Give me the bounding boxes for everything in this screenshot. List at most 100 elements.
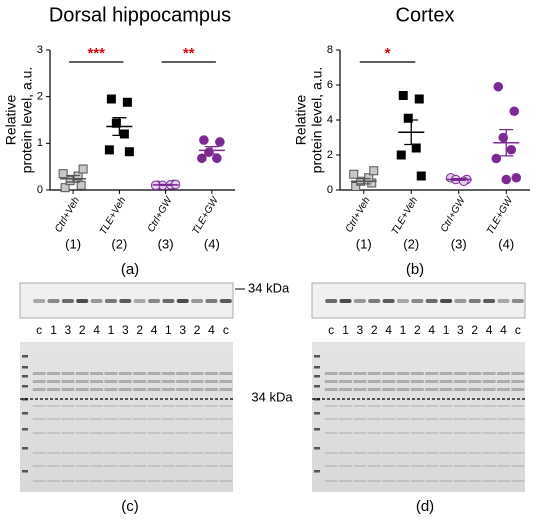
gel-band xyxy=(219,432,233,434)
y-tick-label: 0 xyxy=(327,184,333,196)
lane-label: 4 xyxy=(208,323,215,337)
gel-band xyxy=(219,405,233,407)
y-tick-label: 4 xyxy=(327,114,333,126)
lane-label: c xyxy=(223,323,229,337)
y-tick-label: 3 xyxy=(37,44,43,56)
gel-band xyxy=(382,432,396,434)
gel-band xyxy=(439,380,453,383)
group-number: (3) xyxy=(158,236,174,251)
gel-band xyxy=(104,465,118,467)
gel-band xyxy=(324,380,338,383)
gel-band xyxy=(176,372,190,375)
gel-band xyxy=(353,405,367,407)
gel-band xyxy=(439,372,453,375)
gel-band xyxy=(32,418,46,420)
gel-band xyxy=(190,380,204,383)
gel-band xyxy=(410,432,424,434)
gel-band xyxy=(205,480,218,482)
gel-band xyxy=(205,432,218,434)
gel-band xyxy=(205,388,218,391)
gel-band xyxy=(511,380,525,383)
gel-band xyxy=(32,480,46,482)
gel-band xyxy=(133,432,147,434)
gel-band xyxy=(147,405,161,407)
gel-band xyxy=(339,372,352,375)
gel-band xyxy=(47,372,60,375)
gel-band xyxy=(47,380,60,383)
gel-band xyxy=(396,372,410,375)
blot-band xyxy=(219,299,232,303)
blot-band xyxy=(61,299,74,303)
gel-band xyxy=(482,480,496,482)
gel-band xyxy=(453,380,467,383)
gel-band xyxy=(147,372,161,375)
x-tick-label: Ctrl+Veh xyxy=(344,195,373,234)
group-number: (2) xyxy=(111,236,127,251)
gel-band xyxy=(410,380,424,383)
ladder-band xyxy=(314,428,320,431)
data-point xyxy=(58,169,68,179)
gel-band xyxy=(90,372,104,375)
blot-band xyxy=(339,299,352,303)
ladder-band xyxy=(314,385,320,388)
gel-band xyxy=(367,372,381,375)
gel-band xyxy=(90,388,104,391)
gel-band xyxy=(75,380,89,383)
ladder-band xyxy=(314,366,320,369)
gel-band xyxy=(205,405,218,407)
gel-band xyxy=(75,452,89,454)
gel-band xyxy=(176,380,190,383)
panel-label: (d) xyxy=(416,498,434,515)
lane-label: 4 xyxy=(151,323,158,337)
group-number: (1) xyxy=(65,236,81,251)
gel-band xyxy=(118,418,132,420)
gel-band xyxy=(147,380,161,383)
data-point xyxy=(122,97,132,107)
gel-band xyxy=(176,452,190,454)
gel-band xyxy=(353,418,367,420)
blot-band xyxy=(353,299,366,303)
gel-band xyxy=(511,465,525,467)
blot-band xyxy=(90,299,103,303)
gel-band xyxy=(176,480,190,482)
gel-band xyxy=(367,405,381,407)
gel-band xyxy=(190,388,204,391)
data-point xyxy=(104,145,114,155)
gel-band xyxy=(410,452,424,454)
gel-band xyxy=(453,388,467,391)
ladder-band xyxy=(22,375,28,378)
gel-band xyxy=(219,380,233,383)
gel-band xyxy=(497,405,510,407)
x-tick-label: Ctrl+GW xyxy=(439,194,469,234)
blot-band xyxy=(454,299,467,303)
gel-band xyxy=(47,405,60,407)
gel-band xyxy=(353,480,367,482)
data-point xyxy=(124,147,134,157)
data-point xyxy=(197,153,207,164)
gel-band xyxy=(425,432,439,434)
gel-band xyxy=(382,380,396,383)
chart-title: Dorsal hippocampus xyxy=(49,4,231,26)
gel-band xyxy=(382,465,396,467)
error-bar xyxy=(451,177,466,182)
gel-band xyxy=(511,480,525,482)
gel-band xyxy=(511,418,525,420)
panel-label: (c) xyxy=(121,498,139,515)
gel-band xyxy=(61,432,75,434)
data-point xyxy=(76,180,86,190)
gel-band xyxy=(161,418,175,420)
gel-band xyxy=(219,480,233,482)
gel-band xyxy=(324,465,338,467)
data-point xyxy=(119,129,129,139)
y-axis-label: protein level, a.u. xyxy=(19,67,35,174)
gel-band xyxy=(176,432,190,434)
gel-band xyxy=(367,418,381,420)
gel-band xyxy=(90,418,104,420)
x-tick-label: TLE+GW xyxy=(485,194,516,237)
gel-band xyxy=(497,465,510,467)
gel-band xyxy=(468,405,482,407)
gel-band xyxy=(511,372,525,375)
gel-band xyxy=(396,452,410,454)
blot-band xyxy=(468,299,481,303)
